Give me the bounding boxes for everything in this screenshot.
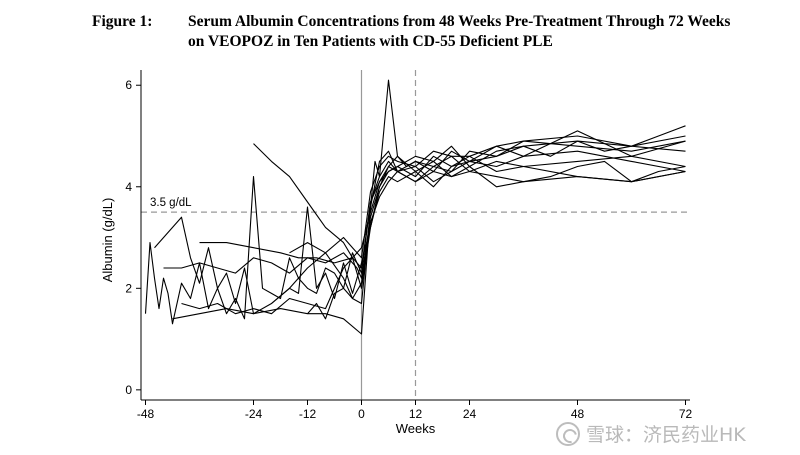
x-tick-label: 48 (571, 407, 585, 421)
y-tick-label: 4 (125, 180, 132, 194)
series-line-patient-8 (271, 135, 686, 304)
series-line-patient-2 (154, 155, 686, 315)
series-line-patient-5 (172, 150, 686, 335)
y-tick-label: 2 (125, 281, 132, 295)
series-line-patient-4 (181, 155, 686, 315)
figure-label: Figure 1: (92, 13, 153, 30)
series-line-patient-1 (144, 79, 686, 325)
x-tick-label: -48 (137, 407, 155, 421)
x-tick-label: 72 (679, 407, 693, 421)
x-axis-label: Weeks (396, 421, 436, 436)
reference-label: 3.5 g/dL (150, 197, 192, 209)
snowball-logo-icon (556, 421, 580, 446)
x-tick-label: -12 (299, 407, 317, 421)
y-tick-label: 6 (125, 78, 132, 92)
series-line-patient-10 (307, 140, 686, 320)
series-line-patient-3 (163, 155, 686, 279)
x-tick-label: 24 (463, 407, 477, 421)
series-lines (144, 79, 686, 335)
reference-lines: 3.5 g/dL (141, 70, 690, 400)
watermark-text: 雪球：济民药业HK (586, 424, 746, 446)
x-tick-label: 12 (409, 407, 423, 421)
y-axis-label: Albumin (g/dL) (100, 198, 115, 283)
watermark: 雪球：济民药业HK (556, 420, 746, 447)
x-tick-label: 0 (358, 407, 365, 421)
figure-title: Serum Albumin Concentrations from 48 Wee… (188, 13, 731, 50)
y-tick-label: 0 (125, 383, 132, 397)
x-tick-label: -24 (245, 407, 263, 421)
series-line-patient-7 (199, 130, 686, 289)
